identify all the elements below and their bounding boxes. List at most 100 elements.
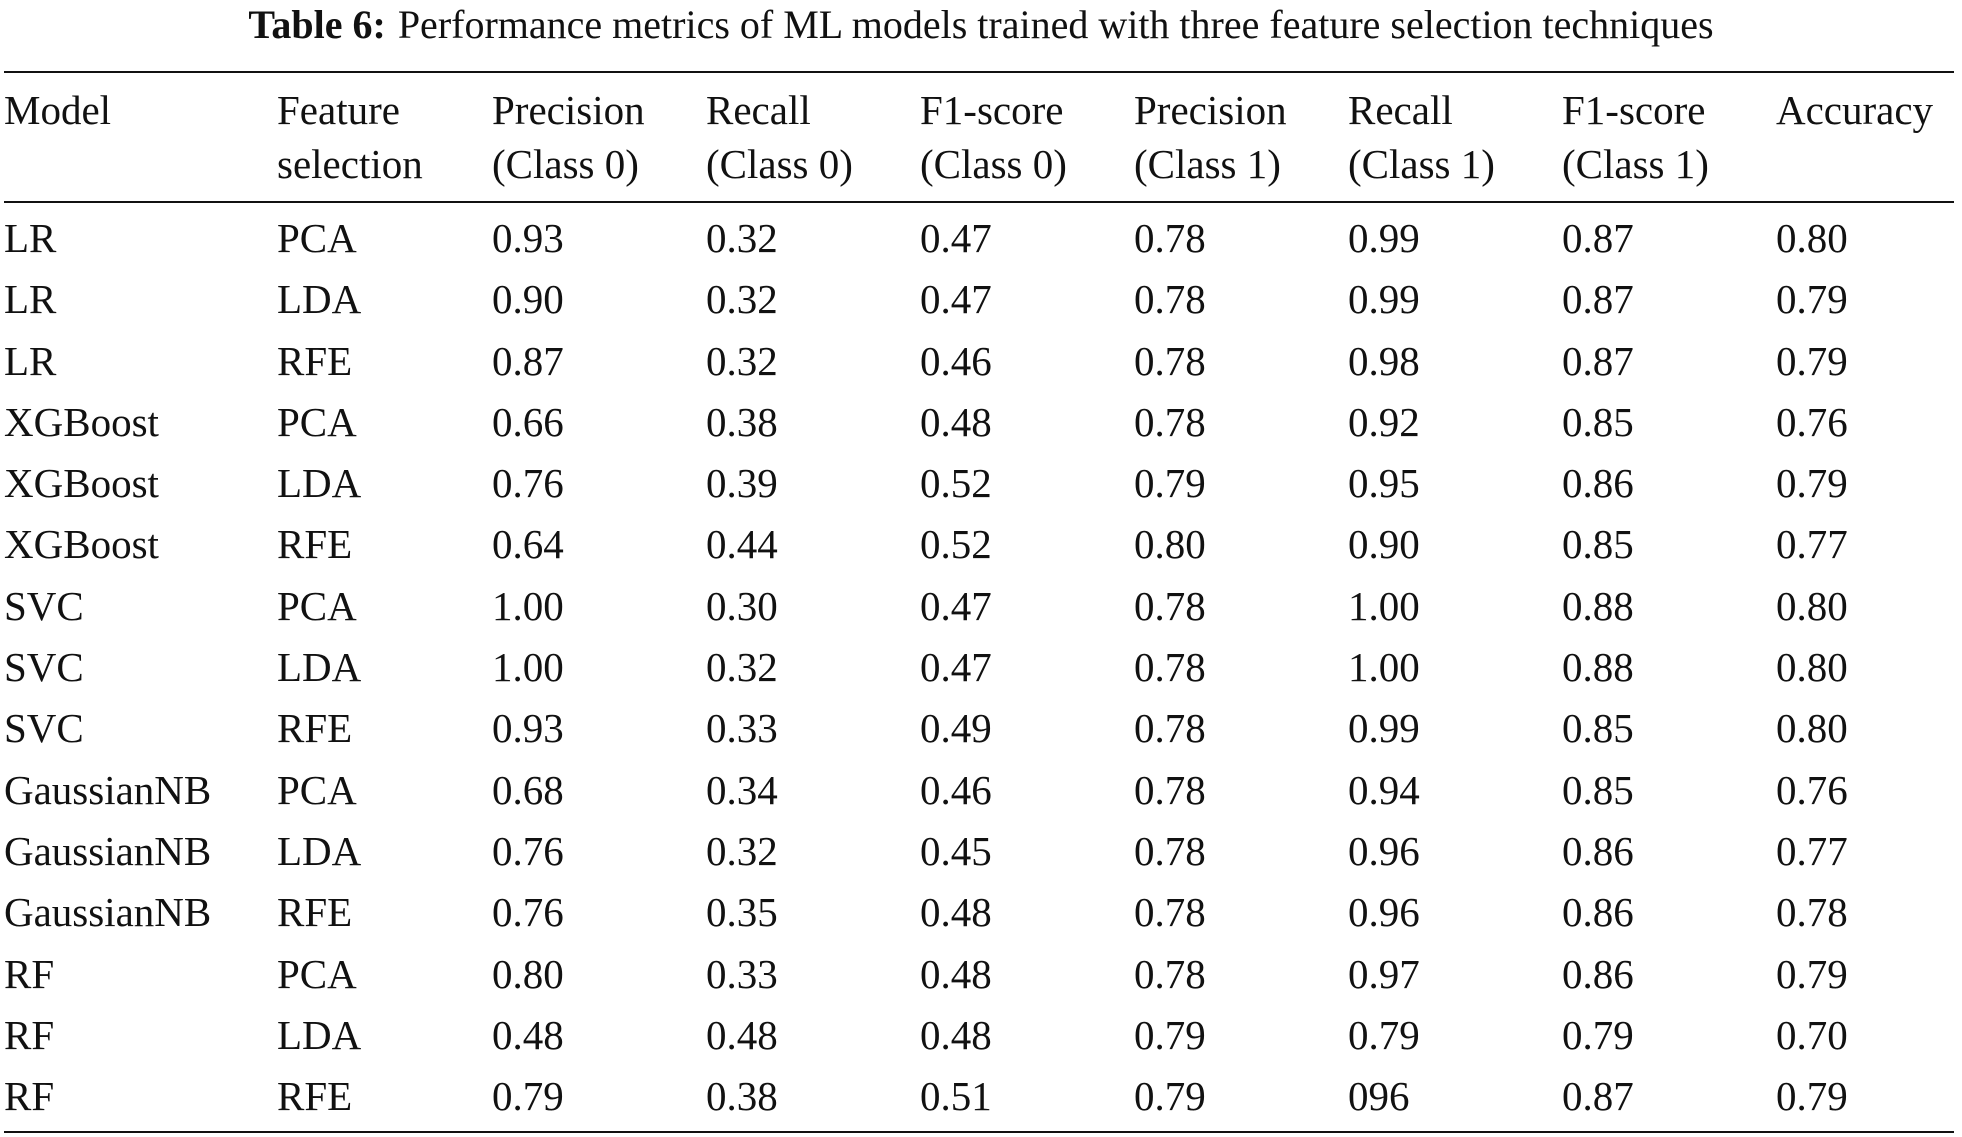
cell-f1-score-class-0: 0.48 (920, 950, 992, 997)
table-caption: Table 6: Performance metrics of ML models… (0, 0, 1962, 50)
cell-feature-selection: LDA (277, 276, 362, 323)
cell-recall-class-1: 0.94 (1348, 766, 1420, 813)
cell-precision-class-0: 1.00 (492, 582, 564, 629)
cell-recall-class-0: 0.32 (706, 644, 778, 691)
cell-precision-class-1: 0.78 (1134, 705, 1206, 752)
cell-recall-class-1: 1.00 (1348, 582, 1420, 629)
cell-accuracy: 0.79 (1776, 950, 1848, 997)
cell-recall-class-1: 1.00 (1348, 644, 1420, 691)
cell-f1-score-class-0: 0.51 (920, 1073, 992, 1120)
cell-f1-score-class-0: 0.47 (920, 276, 992, 323)
performance-metrics-table: Model Feature selection Precision (Class 0) R… (4, 73, 1959, 1127)
column-header: Precision (Class 0) (492, 73, 706, 201)
cell-accuracy: 0.80 (1776, 705, 1848, 752)
cell-feature-selection: PCA (277, 582, 357, 629)
cell-precision-class-1: 0.79 (1134, 1073, 1206, 1120)
table-row: SVC RFE 0.93 0.33 0.49 0.78 0.99 0.85 0.80 (4, 698, 1959, 759)
cell-f1-score-class-0: 0.47 (920, 215, 992, 261)
cell-feature-selection: RFE (277, 1073, 353, 1120)
cell-recall-class-1: 0.99 (1348, 705, 1420, 752)
cell-feature-selection: LDA (277, 644, 362, 691)
table-header: Model Feature selection Precision (Class 0) R… (4, 73, 1959, 201)
cell-accuracy: 0.80 (1776, 644, 1848, 691)
cell-recall-class-1: 0.96 (1348, 827, 1420, 874)
cell-accuracy: 0.79 (1776, 460, 1848, 507)
cell-model: XGBoost (4, 460, 159, 507)
cell-f1-score-class-1: 0.87 (1562, 215, 1634, 261)
column-header-line-1: Precision (492, 87, 645, 133)
table-row: XGBoost PCA 0.66 0.38 0.48 0.78 0.92 0.85 0.76 (4, 392, 1959, 453)
cell-accuracy: 0.80 (1776, 215, 1848, 261)
cell-precision-class-1: 0.80 (1134, 521, 1206, 568)
cell-model: LR (4, 337, 57, 384)
cell-precision-class-0: 0.87 (492, 337, 564, 384)
table-row: LR LDA 0.90 0.32 0.47 0.78 0.99 0.87 0.79 (4, 269, 1959, 330)
cell-f1-score-class-1: 0.85 (1562, 398, 1634, 445)
table-row: RF RFE 0.79 0.38 0.51 0.79 096 0.87 0.79 (4, 1066, 1959, 1127)
cell-accuracy: 0.80 (1776, 582, 1848, 629)
cell-f1-score-class-1: 0.85 (1562, 521, 1634, 568)
cell-precision-class-1: 0.78 (1134, 889, 1206, 936)
cell-accuracy: 0.78 (1776, 889, 1848, 936)
column-header-line-1: Feature (277, 87, 400, 133)
table-row: LR PCA 0.93 0.32 0.47 0.78 0.99 0.87 0.80 (4, 201, 1959, 269)
column-header-line-2: (Class 0) (492, 141, 639, 187)
cell-feature-selection: RFE (277, 337, 353, 384)
cell-f1-score-class-0: 0.47 (920, 644, 992, 691)
cell-recall-class-1: 0.98 (1348, 337, 1420, 384)
cell-precision-class-1: 0.78 (1134, 215, 1206, 261)
table-row: RF LDA 0.48 0.48 0.48 0.79 0.79 0.79 0.70 (4, 1005, 1959, 1066)
column-header-line-2: selection (277, 141, 423, 187)
cell-recall-class-0: 0.33 (706, 950, 778, 997)
cell-recall-class-0: 0.48 (706, 1011, 778, 1058)
cell-recall-class-0: 0.34 (706, 766, 778, 813)
cell-recall-class-0: 0.35 (706, 889, 778, 936)
cell-accuracy: 0.79 (1776, 276, 1848, 323)
cell-f1-score-class-1: 0.87 (1562, 276, 1634, 323)
cell-precision-class-0: 0.76 (492, 889, 564, 936)
cell-precision-class-0: 0.48 (492, 1011, 564, 1058)
table-row: GaussianNB PCA 0.68 0.34 0.46 0.78 0.94 0.85 0.7… (4, 760, 1959, 821)
cell-feature-selection: PCA (277, 766, 357, 813)
cell-precision-class-0: 0.66 (492, 398, 564, 445)
cell-f1-score-class-1: 0.86 (1562, 950, 1634, 997)
cell-recall-class-0: 0.39 (706, 460, 778, 507)
cell-precision-class-0: 0.79 (492, 1073, 564, 1120)
cell-recall-class-0: 0.38 (706, 398, 778, 445)
cell-f1-score-class-1: 0.88 (1562, 582, 1634, 629)
cell-f1-score-class-1: 0.86 (1562, 889, 1634, 936)
cell-precision-class-1: 0.78 (1134, 644, 1206, 691)
table-row: SVC PCA 1.00 0.30 0.47 0.78 1.00 0.88 0.80 (4, 576, 1959, 637)
cell-model: GaussianNB (4, 827, 212, 874)
cell-f1-score-class-0: 0.52 (920, 521, 992, 568)
cell-precision-class-0: 0.76 (492, 460, 564, 507)
table-row: XGBoost RFE 0.64 0.44 0.52 0.80 0.90 0.85 0.77 (4, 514, 1959, 575)
cell-f1-score-class-0: 0.45 (920, 827, 992, 874)
cell-f1-score-class-0: 0.47 (920, 582, 992, 629)
cell-f1-score-class-1: 0.79 (1562, 1011, 1634, 1058)
cell-accuracy: 0.76 (1776, 766, 1848, 813)
cell-f1-score-class-1: 0.87 (1562, 337, 1634, 384)
column-header-line-1: F1-score (1562, 87, 1706, 133)
cell-f1-score-class-1: 0.86 (1562, 827, 1634, 874)
cell-precision-class-1: 0.78 (1134, 398, 1206, 445)
table-row: GaussianNB LDA 0.76 0.32 0.45 0.78 0.96 0.86 0.7… (4, 821, 1959, 882)
cell-recall-class-0: 0.33 (706, 705, 778, 752)
cell-model: LR (4, 276, 57, 323)
cell-recall-class-1: 0.99 (1348, 276, 1420, 323)
table-header-row: Model Feature selection Precision (Class 0) R… (4, 73, 1959, 201)
column-header-line-1: Recall (1348, 87, 1453, 133)
cell-model: SVC (4, 582, 84, 629)
column-header-line-2: (Class 1) (1562, 141, 1709, 187)
cell-feature-selection: PCA (277, 215, 357, 261)
column-header-line-2: (Class 0) (920, 141, 1067, 187)
cell-precision-class-1: 0.78 (1134, 337, 1206, 384)
cell-precision-class-0: 0.93 (492, 705, 564, 752)
cell-recall-class-1: 0.97 (1348, 950, 1420, 997)
cell-accuracy: 0.77 (1776, 521, 1848, 568)
cell-model: RF (4, 950, 55, 997)
cell-model: RF (4, 1073, 55, 1120)
column-header: Accuracy (1776, 73, 1959, 201)
cell-precision-class-0: 0.76 (492, 827, 564, 874)
column-header: Precision (Class 1) (1134, 73, 1348, 201)
